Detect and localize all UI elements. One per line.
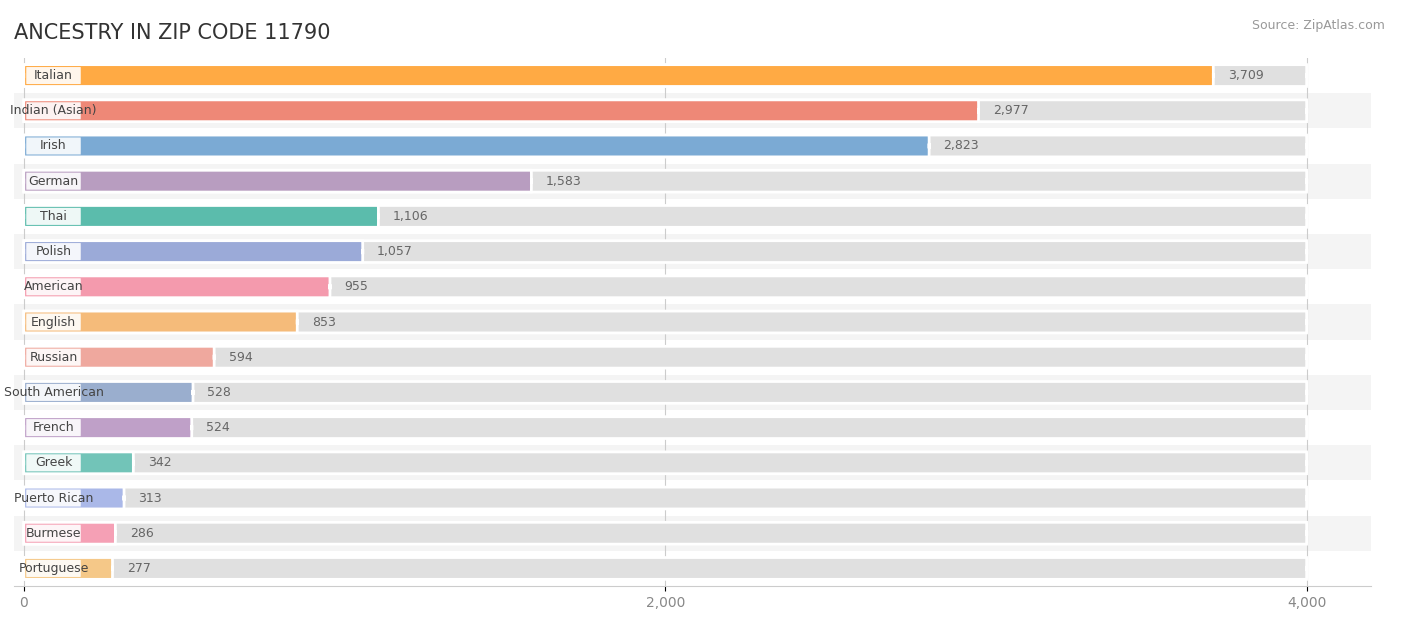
- FancyBboxPatch shape: [27, 208, 80, 225]
- Bar: [14, 199, 1371, 234]
- FancyBboxPatch shape: [27, 454, 80, 471]
- Bar: [14, 480, 1371, 516]
- Text: Italian: Italian: [34, 69, 73, 82]
- Text: French: French: [32, 421, 75, 434]
- FancyBboxPatch shape: [27, 314, 80, 330]
- Text: 313: 313: [139, 491, 162, 504]
- Bar: [14, 410, 1371, 445]
- Text: American: American: [24, 280, 83, 293]
- FancyBboxPatch shape: [27, 525, 80, 542]
- Text: 1,057: 1,057: [377, 245, 413, 258]
- FancyBboxPatch shape: [24, 381, 193, 403]
- FancyBboxPatch shape: [27, 384, 80, 401]
- FancyBboxPatch shape: [24, 522, 115, 544]
- FancyBboxPatch shape: [24, 417, 191, 439]
- Text: 2,823: 2,823: [943, 140, 979, 153]
- FancyBboxPatch shape: [24, 487, 124, 509]
- FancyBboxPatch shape: [24, 205, 1306, 227]
- Text: Irish: Irish: [41, 140, 67, 153]
- FancyBboxPatch shape: [24, 452, 134, 474]
- Bar: [14, 234, 1371, 269]
- FancyBboxPatch shape: [27, 348, 80, 366]
- FancyBboxPatch shape: [24, 64, 1213, 86]
- Bar: [14, 516, 1371, 551]
- FancyBboxPatch shape: [24, 64, 1306, 86]
- Bar: [14, 375, 1371, 410]
- FancyBboxPatch shape: [27, 173, 80, 190]
- FancyBboxPatch shape: [27, 243, 80, 260]
- Text: 594: 594: [229, 351, 253, 364]
- Text: Burmese: Burmese: [25, 527, 82, 540]
- Text: Polish: Polish: [35, 245, 72, 258]
- FancyBboxPatch shape: [24, 522, 1306, 544]
- FancyBboxPatch shape: [27, 419, 80, 436]
- FancyBboxPatch shape: [24, 417, 1306, 439]
- FancyBboxPatch shape: [24, 276, 330, 298]
- FancyBboxPatch shape: [24, 205, 378, 227]
- FancyBboxPatch shape: [27, 102, 80, 119]
- Text: 955: 955: [344, 280, 368, 293]
- Text: English: English: [31, 316, 76, 328]
- FancyBboxPatch shape: [24, 170, 1306, 192]
- FancyBboxPatch shape: [24, 170, 531, 192]
- Text: German: German: [28, 175, 79, 187]
- Text: Russian: Russian: [30, 351, 77, 364]
- Bar: [14, 551, 1371, 586]
- Text: 342: 342: [148, 457, 172, 469]
- FancyBboxPatch shape: [24, 241, 1306, 263]
- Bar: [14, 164, 1371, 199]
- Text: Puerto Rican: Puerto Rican: [14, 491, 93, 504]
- FancyBboxPatch shape: [24, 346, 1306, 368]
- FancyBboxPatch shape: [24, 100, 979, 122]
- FancyBboxPatch shape: [27, 67, 80, 84]
- Text: 2,977: 2,977: [993, 104, 1029, 117]
- Text: 286: 286: [129, 527, 153, 540]
- Text: Source: ZipAtlas.com: Source: ZipAtlas.com: [1251, 19, 1385, 32]
- Bar: [14, 128, 1371, 164]
- FancyBboxPatch shape: [24, 452, 1306, 474]
- Bar: [14, 93, 1371, 128]
- FancyBboxPatch shape: [24, 311, 1306, 333]
- FancyBboxPatch shape: [27, 489, 80, 507]
- Text: Indian (Asian): Indian (Asian): [10, 104, 97, 117]
- FancyBboxPatch shape: [24, 311, 297, 333]
- Text: Greek: Greek: [35, 457, 72, 469]
- Bar: [14, 58, 1371, 93]
- Bar: [14, 445, 1371, 480]
- Text: 528: 528: [208, 386, 232, 399]
- FancyBboxPatch shape: [24, 241, 363, 263]
- Text: 1,106: 1,106: [392, 210, 429, 223]
- Text: 3,709: 3,709: [1227, 69, 1264, 82]
- Bar: [14, 305, 1371, 339]
- Text: 277: 277: [127, 562, 150, 575]
- FancyBboxPatch shape: [24, 346, 214, 368]
- Text: Portuguese: Portuguese: [18, 562, 89, 575]
- FancyBboxPatch shape: [27, 137, 80, 155]
- Text: Thai: Thai: [41, 210, 67, 223]
- FancyBboxPatch shape: [27, 278, 80, 296]
- FancyBboxPatch shape: [24, 135, 929, 157]
- Bar: [14, 339, 1371, 375]
- Text: 853: 853: [312, 316, 336, 328]
- Text: South American: South American: [4, 386, 104, 399]
- FancyBboxPatch shape: [27, 560, 80, 577]
- FancyBboxPatch shape: [24, 100, 1306, 122]
- FancyBboxPatch shape: [24, 276, 1306, 298]
- Text: 524: 524: [207, 421, 231, 434]
- FancyBboxPatch shape: [24, 558, 1306, 580]
- Text: 1,583: 1,583: [546, 175, 582, 187]
- FancyBboxPatch shape: [24, 558, 112, 580]
- FancyBboxPatch shape: [24, 135, 1306, 157]
- Text: ANCESTRY IN ZIP CODE 11790: ANCESTRY IN ZIP CODE 11790: [14, 23, 330, 43]
- FancyBboxPatch shape: [24, 487, 1306, 509]
- Bar: [14, 269, 1371, 305]
- FancyBboxPatch shape: [24, 381, 1306, 403]
